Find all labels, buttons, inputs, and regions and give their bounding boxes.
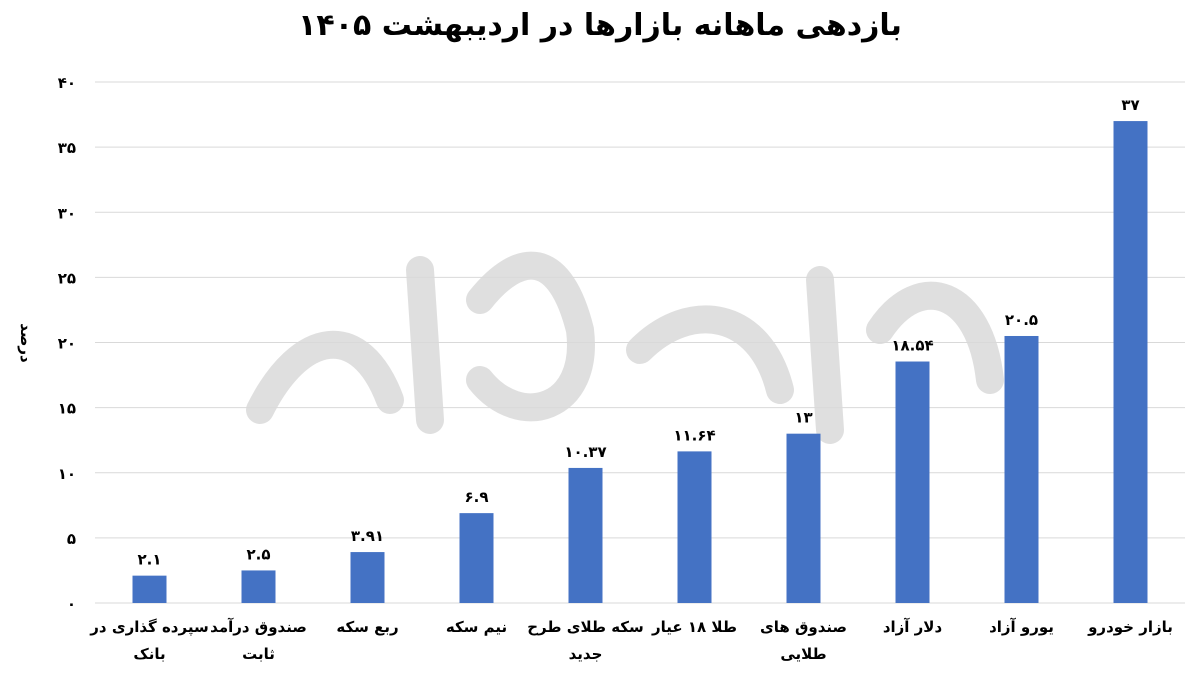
chart-title: بازدهی ماهانه بازارها در اردیبهشت ۱۴۰۵ (298, 8, 902, 43)
category-label: سپرده گذاری در (89, 618, 208, 637)
data-label: ۲.۵ (246, 545, 270, 563)
category-label: یورو آزاد (989, 618, 1054, 636)
y-tick-label: ۴۰ (58, 74, 76, 92)
data-label: ۱۳ (794, 409, 812, 427)
data-label: ۶.۹ (464, 488, 488, 506)
data-label: ۱۱.۶۴ (673, 426, 715, 444)
data-label: ۱۰.۳۷ (564, 443, 606, 461)
bar (459, 513, 494, 603)
category-label: ربع سکه (336, 618, 398, 636)
y-tick-label: ۳۰ (58, 204, 76, 222)
bar (677, 451, 712, 603)
category-label: بانک (133, 645, 165, 663)
bar (1004, 335, 1039, 603)
data-label: ۳.۹۱ (351, 527, 384, 545)
bar (1113, 121, 1148, 603)
category-label: طلایی (780, 645, 826, 663)
data-label: ۳۷ (1121, 96, 1139, 114)
bar (241, 570, 276, 603)
data-label: ۲۰.۵ (1005, 311, 1038, 329)
bar (895, 361, 930, 603)
bar (786, 433, 821, 603)
y-tick-label: ۳۵ (58, 139, 76, 157)
category-label: ثابت (242, 645, 275, 663)
bar (132, 575, 167, 603)
category-label: صندوق های (760, 618, 847, 636)
category-label: طلا ۱۸ عیار (651, 618, 737, 636)
y-tick-label: ۵ (67, 530, 76, 548)
data-label: ۱۸.۵۴ (891, 337, 933, 355)
category-label: دلار آزاد (883, 618, 943, 636)
y-tick-label: ۲۵ (58, 269, 76, 287)
bar (568, 467, 603, 603)
category-label: جدید (569, 645, 603, 663)
data-label: ۲.۱ (137, 551, 161, 569)
category-label: سکه طلای طرح (527, 618, 644, 636)
category-label: بازار خودرو (1087, 618, 1173, 636)
y-tick-label: ۱۰ (58, 465, 76, 483)
y-tick-label: ۲۰ (58, 335, 76, 353)
category-label: نیم سکه (446, 618, 507, 636)
y-tick-label: ۱۵ (58, 400, 76, 418)
y-tick-label: ۰ (67, 595, 76, 613)
category-label: صندوق درآمد (210, 618, 307, 636)
bar (350, 552, 385, 603)
